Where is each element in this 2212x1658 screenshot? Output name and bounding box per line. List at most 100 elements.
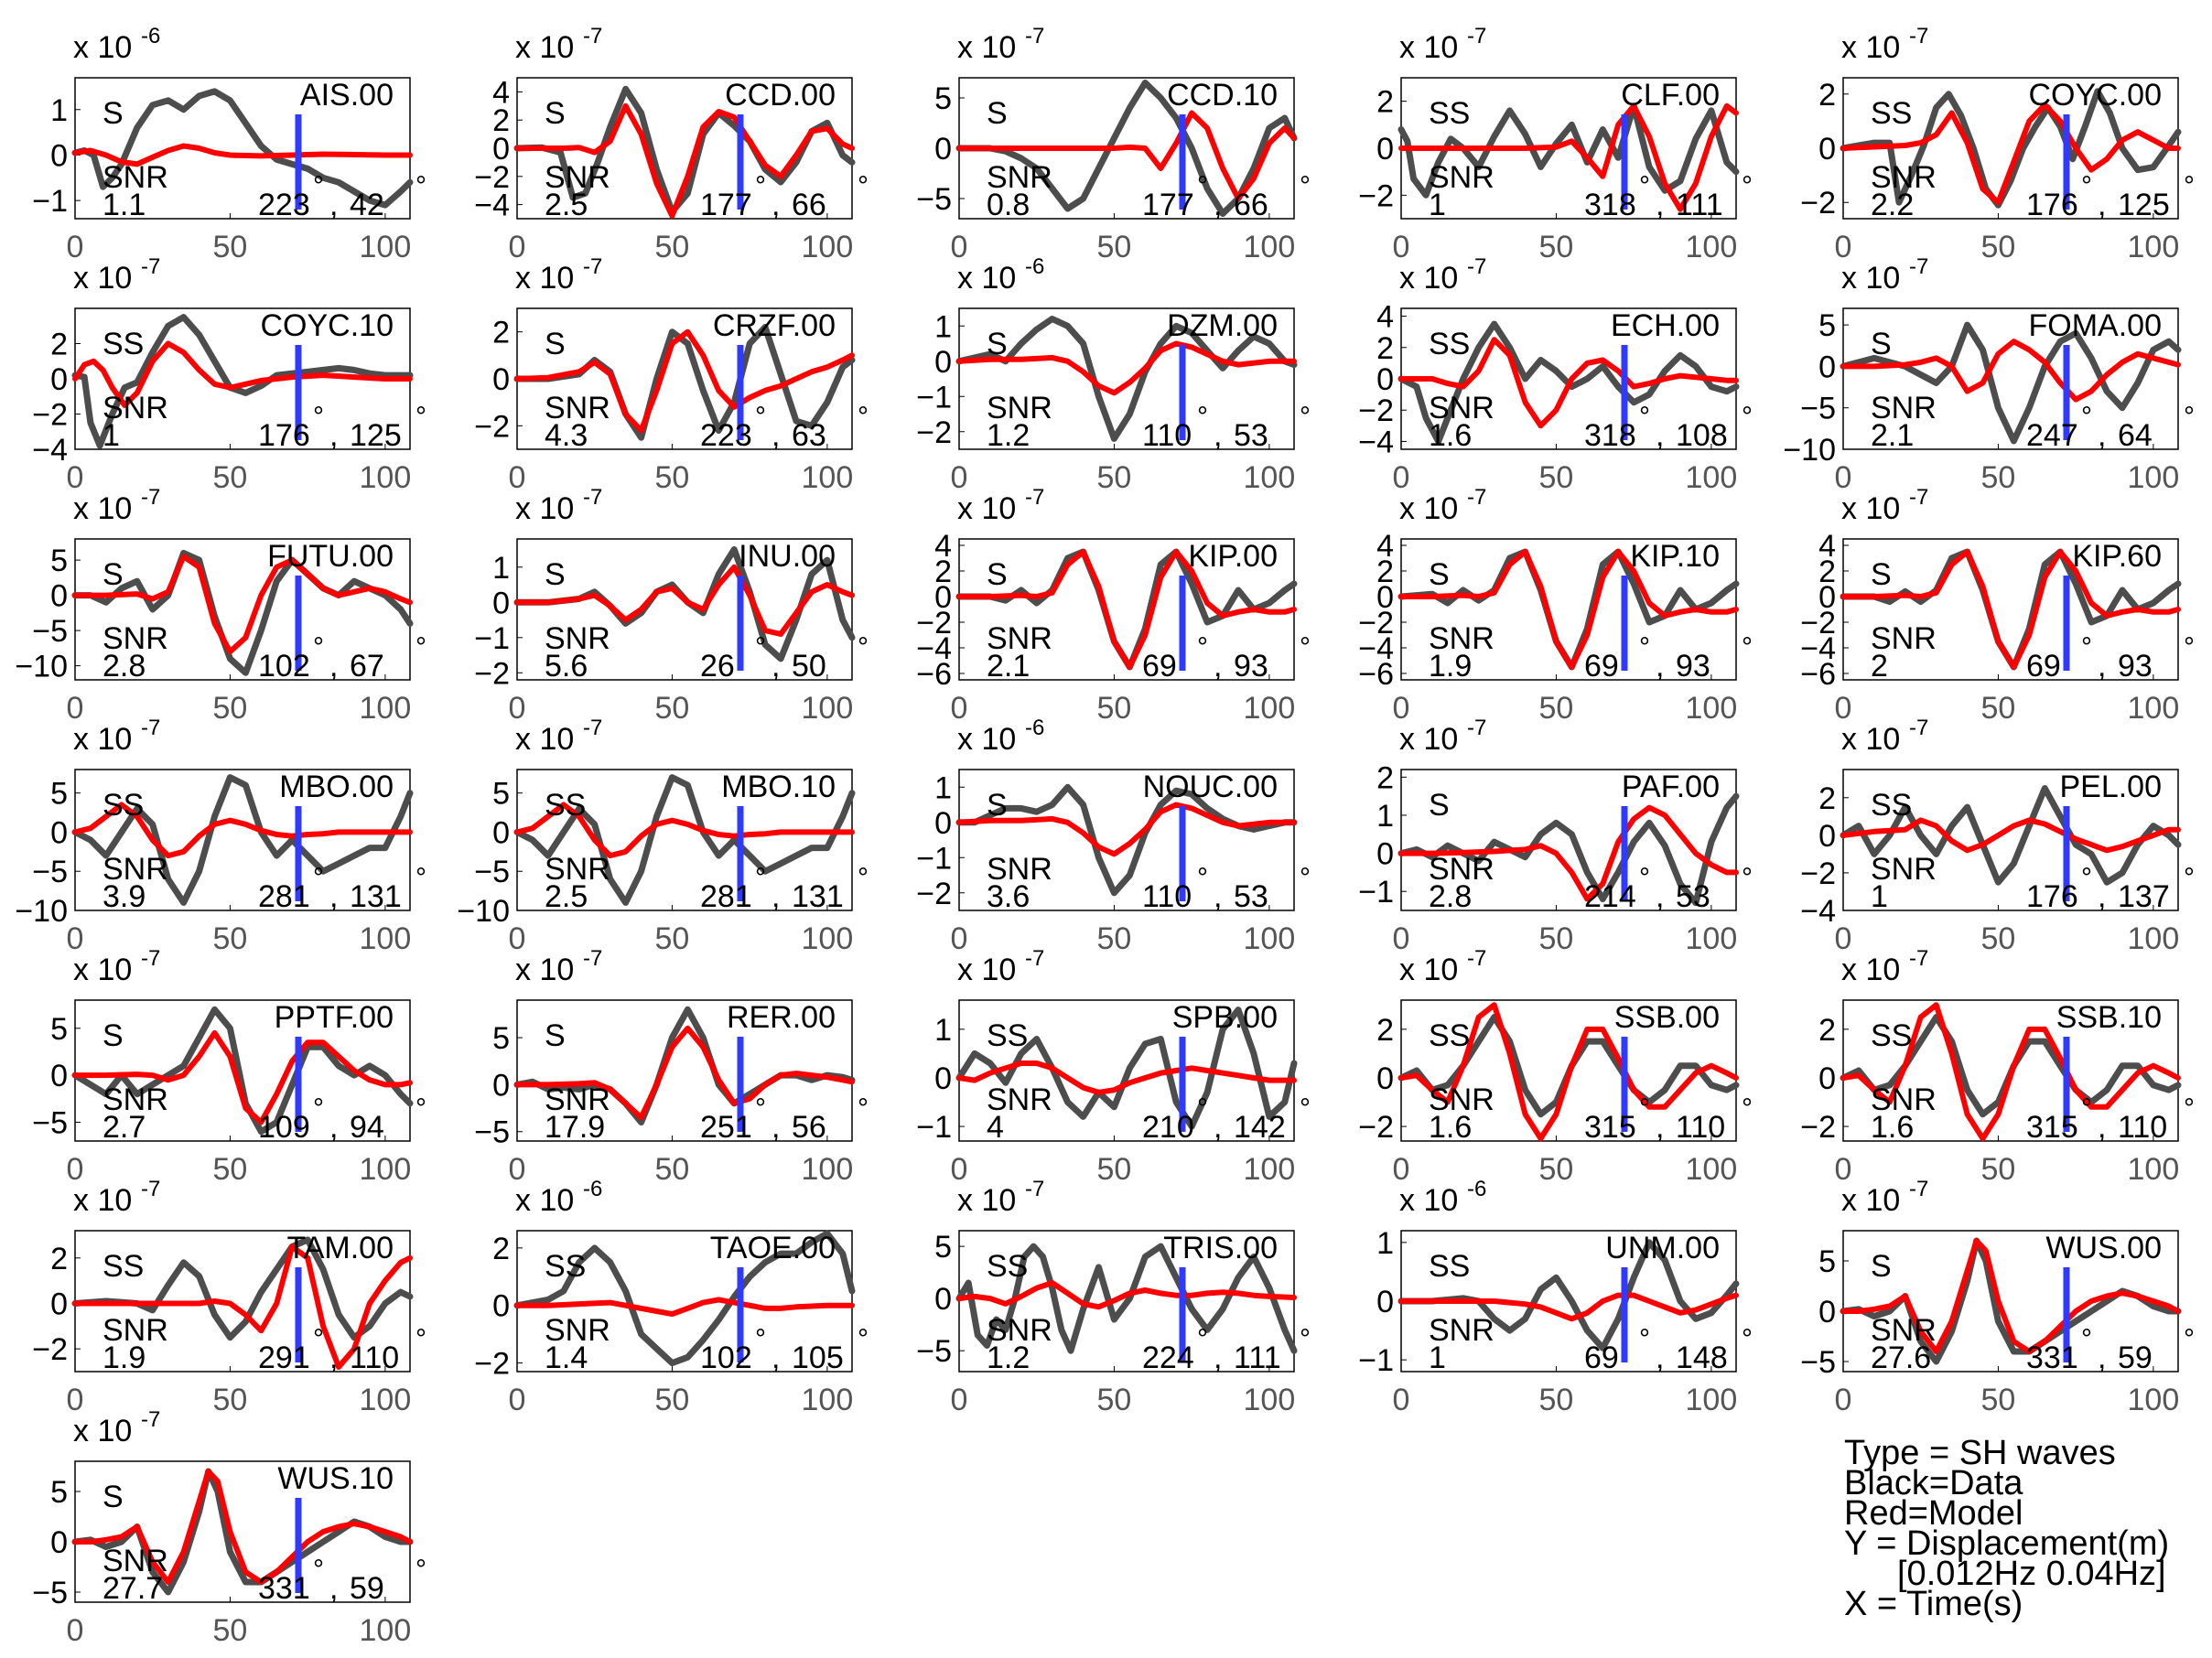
y-tick-label: 2: [492, 103, 510, 138]
y-tick-label: 4: [1376, 529, 1394, 564]
x-tick-label: 100: [2128, 691, 2180, 726]
y-tick-label: −10: [15, 650, 68, 684]
snr-label: SNR: [545, 391, 610, 425]
model-trace: [956, 340, 1297, 396]
x-tick-label: 0: [67, 1152, 84, 1187]
station-label: SPB.00: [1172, 1000, 1278, 1035]
y-tick-label: 0: [492, 132, 510, 167]
data-trace: [955, 80, 1298, 217]
y-tick-label: 0: [1818, 132, 1836, 167]
y-tick-label: 0: [492, 1068, 510, 1103]
exponent-label: x 10: [1841, 722, 1900, 757]
degree-symbol: °: [1300, 863, 1311, 893]
snr-label: SNR: [1429, 621, 1494, 656]
y-tick-label: −5: [32, 1576, 68, 1610]
legend-x: X = Time(s): [1844, 1585, 2023, 1623]
phase-label: S: [545, 557, 566, 592]
x-tick-label: 0: [1393, 460, 1410, 495]
distance-value: 131: [350, 879, 402, 914]
data-trace: [71, 88, 414, 209]
degree-symbol: °: [415, 863, 426, 893]
degree-symbol: °: [415, 1555, 426, 1585]
comma: ,: [329, 879, 338, 914]
legend-red: Red=Model: [1844, 1494, 2023, 1533]
model-trace: [514, 564, 855, 637]
distance-value: 142: [1234, 1110, 1286, 1145]
panel-frame: [1842, 769, 2179, 911]
station-label: KIP.60: [2072, 539, 2162, 574]
snr-value: 2: [1871, 649, 1888, 684]
exponent-power: -7: [1467, 716, 1486, 740]
y-tick-label: 5: [492, 777, 510, 812]
exponent-power: -7: [1909, 254, 1928, 279]
exponent-label: x 10: [1399, 722, 1458, 757]
x-tick-label: 100: [1244, 1383, 1296, 1417]
azimuth-value: 331: [2026, 1340, 2078, 1375]
snr-value: 4: [987, 1110, 1004, 1145]
snr-value: 1: [1871, 879, 1888, 914]
model-trace: [956, 802, 1297, 857]
y-tick-label: 1: [1376, 799, 1394, 834]
phase-label: S: [103, 557, 124, 592]
exponent-power: -7: [583, 716, 602, 740]
degree-symbol: °: [415, 632, 426, 662]
degree-symbol: °: [858, 171, 869, 201]
x-tick-label: 100: [1686, 230, 1738, 264]
station-label: KIP.00: [1188, 539, 1278, 574]
x-tick-label: 100: [802, 460, 854, 495]
x-tick-label: 100: [360, 460, 412, 495]
x-tick-label: 100: [802, 921, 854, 956]
panel-frame: [1842, 999, 2179, 1142]
y-tick-label: −4: [32, 433, 68, 468]
comma: ,: [1656, 879, 1664, 914]
comma: ,: [2098, 649, 2106, 684]
y-tick-label: −5: [32, 1105, 68, 1140]
snr-label: SNR: [103, 160, 168, 195]
distance-value: 93: [2118, 649, 2153, 684]
y-tick-label: 1: [50, 93, 68, 128]
degree-symbol: °: [2081, 1324, 2092, 1354]
exponent-label: x 10: [73, 722, 132, 757]
station-label: INU.00: [739, 539, 836, 574]
x-tick-label: 100: [1244, 230, 1296, 264]
y-tick-label: −2: [474, 656, 510, 691]
azimuth-value: 26: [700, 649, 735, 684]
phase-label: S: [987, 327, 1008, 361]
distance-value: 66: [792, 188, 826, 222]
degree-symbol: °: [415, 1093, 426, 1124]
y-tick-label: 0: [1376, 580, 1394, 615]
distance-value: 50: [792, 649, 826, 684]
x-tick-label: 100: [1244, 691, 1296, 726]
x-tick-label: 0: [67, 230, 84, 264]
exponent-power: -7: [1467, 24, 1486, 48]
y-tick-label: 0: [1376, 837, 1394, 872]
distance-value: 53: [1676, 879, 1710, 914]
x-tick-label: 0: [67, 691, 84, 726]
x-tick-label: 50: [1981, 921, 2016, 956]
station-label: DZM.00: [1167, 308, 1278, 343]
data-trace: [955, 316, 1298, 442]
x-tick-label: 0: [1835, 921, 1852, 956]
comma: ,: [772, 1110, 780, 1145]
exponent-power: -7: [141, 716, 160, 740]
x-tick-label: 0: [951, 230, 968, 264]
x-tick-label: 0: [1393, 230, 1410, 264]
exponent-label: x 10: [957, 30, 1016, 65]
degree-symbol: °: [1639, 402, 1650, 432]
snr-value: 0.8: [987, 188, 1030, 222]
station-label: CCD.10: [1167, 78, 1278, 113]
exponent-label: x 10: [515, 491, 574, 526]
degree-symbol: °: [755, 863, 766, 893]
snr-value: 2.5: [545, 879, 588, 914]
comma: ,: [772, 879, 780, 914]
exponent-power: -7: [1025, 485, 1044, 510]
distance-value: 108: [1676, 418, 1728, 453]
degree-symbol: °: [2081, 863, 2092, 893]
y-tick-label: 5: [50, 544, 68, 578]
degree-symbol: °: [1742, 402, 1753, 432]
snr-label: SNR: [987, 621, 1052, 656]
exponent-label: x 10: [957, 953, 1016, 987]
x-tick-label: 0: [509, 1152, 526, 1187]
model-trace: [1840, 339, 2181, 403]
